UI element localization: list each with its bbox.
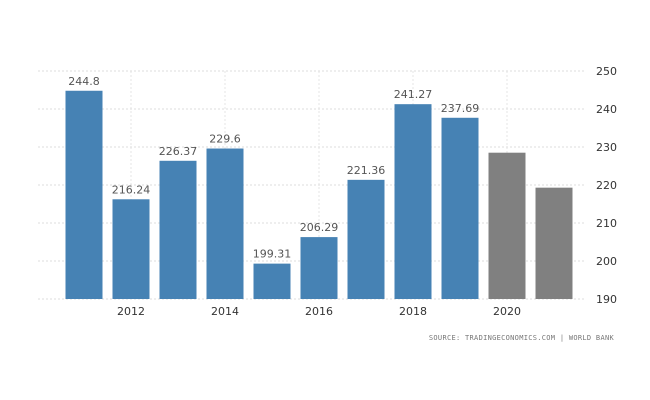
y-tick-label: 190 xyxy=(596,293,617,306)
bar-forecast xyxy=(535,187,573,299)
data-label: 199.31 xyxy=(253,248,292,261)
y-tick-label: 250 xyxy=(596,65,617,78)
bar xyxy=(394,104,432,299)
bar-forecast xyxy=(488,152,526,299)
x-axis-ticks: 2012 2014 2016 2018 2020 xyxy=(117,305,521,318)
bar xyxy=(112,199,150,299)
x-tick-label: 2012 xyxy=(117,305,145,318)
data-label: 206.29 xyxy=(300,221,339,234)
data-label: 241.27 xyxy=(394,88,433,101)
bar xyxy=(347,179,385,299)
data-label: 237.69 xyxy=(441,102,480,115)
data-label: 221.36 xyxy=(347,164,386,177)
x-tick-label: 2020 xyxy=(493,305,521,318)
bar xyxy=(253,263,291,299)
bar xyxy=(206,148,244,299)
data-label: 229.6 xyxy=(209,133,241,146)
x-tick-label: 2014 xyxy=(211,305,239,318)
y-tick-label: 240 xyxy=(596,103,617,116)
x-tick-label: 2018 xyxy=(399,305,427,318)
source-note: SOURCE: TRADINGECONOMICS.COM | WORLD BAN… xyxy=(429,334,615,342)
bar xyxy=(159,160,197,299)
y-tick-label: 210 xyxy=(596,217,617,230)
bars xyxy=(65,90,573,299)
x-tick-label: 2016 xyxy=(305,305,333,318)
bar xyxy=(300,237,338,299)
data-label: 216.24 xyxy=(112,183,151,196)
y-axis-ticks: 190 200 210 220 230 240 250 xyxy=(596,65,617,306)
y-tick-label: 200 xyxy=(596,255,617,268)
data-label: 226.37 xyxy=(159,145,198,158)
data-label: 244.8 xyxy=(68,75,100,88)
data-labels: 244.8 216.24 226.37 229.6 199.31 206.29 221.36… xyxy=(68,75,479,261)
bar xyxy=(65,90,103,299)
y-tick-label: 220 xyxy=(596,179,617,192)
y-tick-label: 230 xyxy=(596,141,617,154)
bar xyxy=(441,117,479,299)
